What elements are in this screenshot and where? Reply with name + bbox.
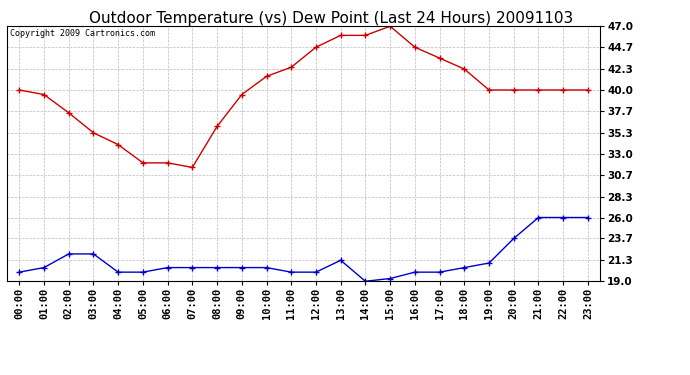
Text: Copyright 2009 Cartronics.com: Copyright 2009 Cartronics.com [10,29,155,38]
Text: Outdoor Temperature (vs) Dew Point (Last 24 Hours) 20091103: Outdoor Temperature (vs) Dew Point (Last… [89,11,573,26]
